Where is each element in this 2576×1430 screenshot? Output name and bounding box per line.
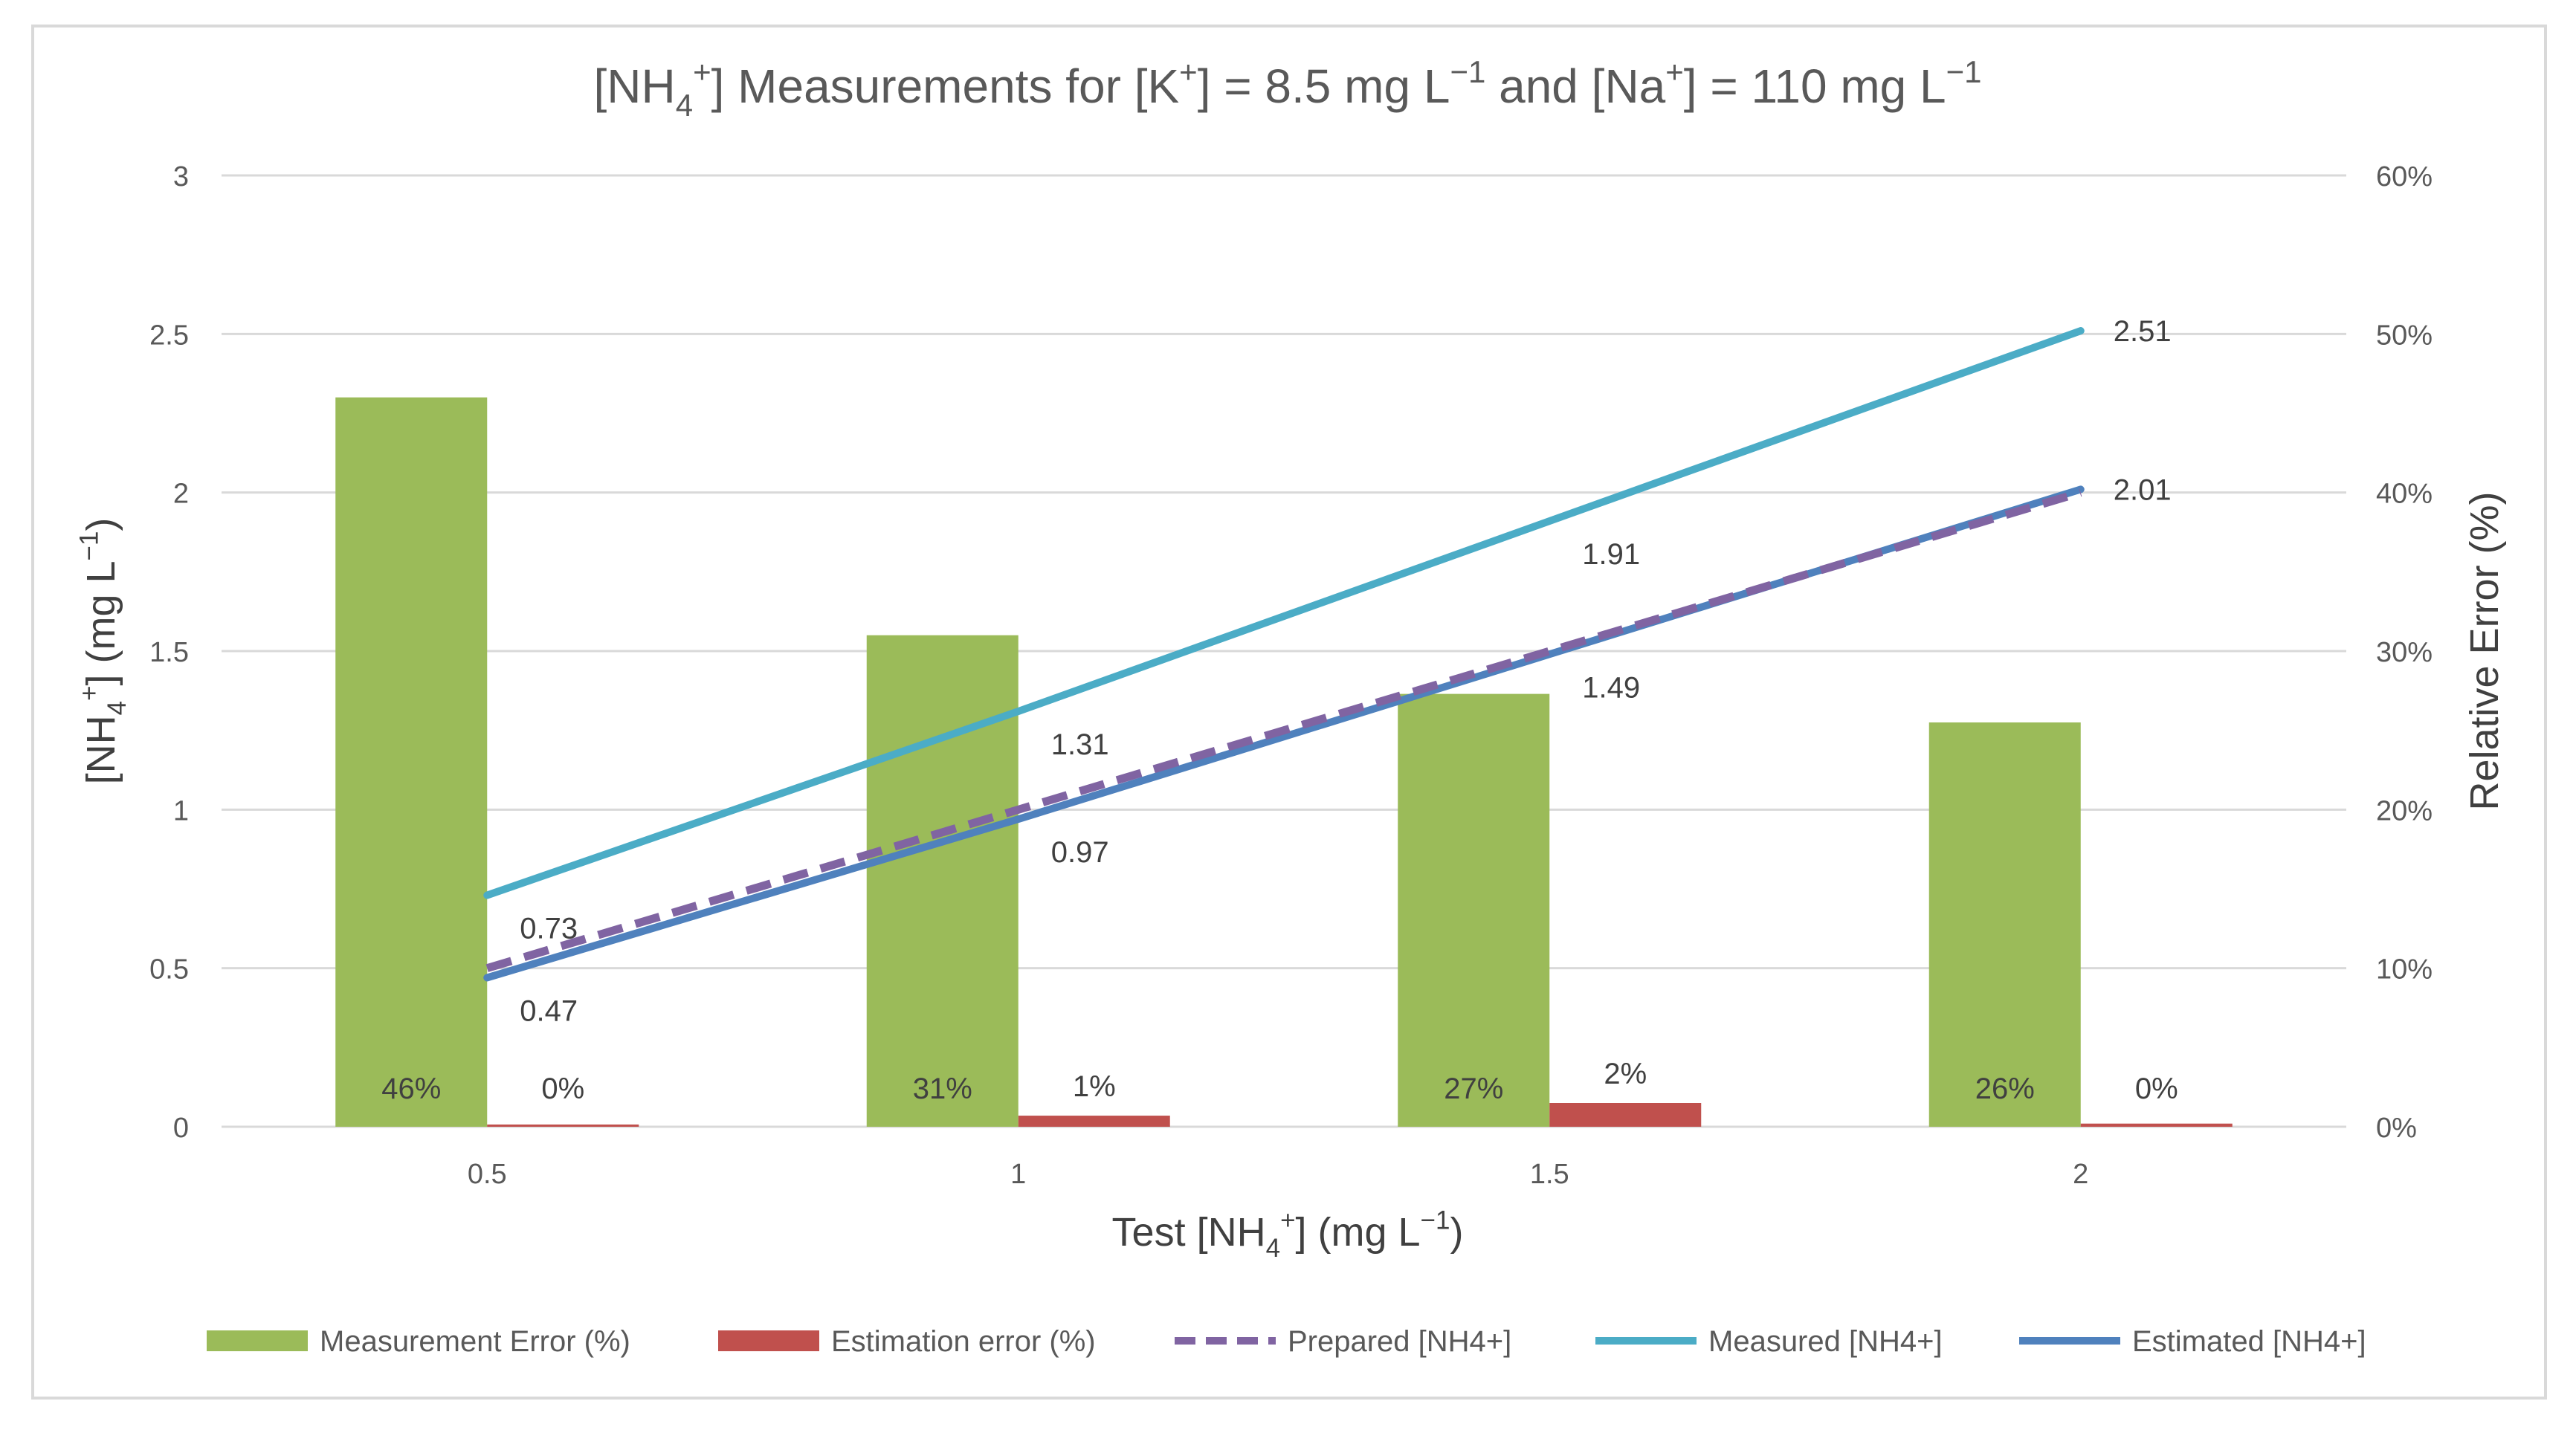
x-axis-title-part: ) bbox=[1450, 1210, 1463, 1255]
measurement-error-bar bbox=[335, 397, 488, 1127]
y2-tick-label: 40% bbox=[2376, 479, 2433, 510]
y2-tick-label: 60% bbox=[2376, 161, 2433, 192]
measurement-error-bar bbox=[1398, 693, 1550, 1127]
y-axis-title-part: [NH bbox=[79, 715, 123, 784]
measured-nh4-data-label: 0.73 bbox=[520, 913, 578, 945]
chart-title-part: −1 bbox=[1946, 54, 1982, 89]
estimated-nh4-data-label: 0.97 bbox=[1051, 836, 1109, 869]
estimated-nh4-line bbox=[483, 485, 2085, 982]
y-axis-title-part: 4 bbox=[103, 701, 132, 715]
estimation-error-bar bbox=[1018, 1116, 1170, 1127]
y-axis-title-part: −1 bbox=[74, 531, 103, 561]
legend-label-0: Measurement Error (%) bbox=[320, 1325, 630, 1358]
estimated-nh4-data-label: 0.47 bbox=[520, 994, 578, 1027]
estimation-error-data-label: 0% bbox=[541, 1072, 584, 1105]
x-axis-title-part: Test [NH bbox=[1112, 1210, 1266, 1255]
y-axis-title-part: + bbox=[74, 686, 103, 701]
estimation-error-data-label: 0% bbox=[2135, 1072, 2178, 1105]
legend-swatch-1 bbox=[718, 1330, 819, 1351]
y-tick-label: 1 bbox=[173, 795, 189, 826]
measured-nh4-line bbox=[483, 327, 2085, 899]
estimation-error-bar bbox=[2080, 1123, 2233, 1127]
y-tick-label: 2.5 bbox=[149, 320, 189, 351]
chart-title-part: −1 bbox=[1450, 54, 1485, 89]
measurement-error-data-label: 31% bbox=[913, 1072, 972, 1105]
measurement-error-bar bbox=[1928, 722, 2081, 1127]
legend-label-2: Prepared [NH4+] bbox=[1288, 1325, 1511, 1358]
y-tick-label: 0 bbox=[173, 1113, 189, 1144]
chart-title-part: [NH bbox=[593, 59, 675, 113]
x-axis-title-part: −1 bbox=[1421, 1206, 1450, 1235]
y2-axis-title: Relative Error (%) bbox=[2462, 491, 2507, 810]
estimated-nh4-data-label: 1.49 bbox=[1582, 671, 1640, 704]
x-tick-label: 0.5 bbox=[468, 1159, 507, 1190]
x-tick-label: 1 bbox=[1010, 1159, 1026, 1190]
measurement-error-data-label: 46% bbox=[381, 1072, 441, 1105]
x-axis-title: Test [NH4+] (mg L−1) bbox=[1112, 1206, 1464, 1263]
measured-nh4-data-label: 1.91 bbox=[1582, 538, 1640, 571]
measured-nh4-data-label: 2.51 bbox=[2114, 315, 2172, 348]
x-tick-label: 2 bbox=[2073, 1159, 2088, 1190]
y-axis-title-part: ] (mg L bbox=[79, 560, 123, 685]
legend-swatch-0 bbox=[207, 1330, 308, 1351]
estimated-nh4-data-label: 2.01 bbox=[2114, 473, 2172, 506]
y2-tick-label: 10% bbox=[2376, 954, 2433, 986]
measurement-error-data-label: 26% bbox=[1975, 1072, 2035, 1105]
y-tick-label: 1.5 bbox=[149, 637, 189, 668]
legend-label-4: Estimated [NH4+] bbox=[2132, 1325, 2366, 1358]
chart-title-part: + bbox=[1179, 54, 1198, 89]
y2-tick-label: 0% bbox=[2376, 1113, 2417, 1144]
x-axis-title-part: ] (mg L bbox=[1296, 1210, 1421, 1255]
y-tick-label: 0.5 bbox=[149, 954, 189, 986]
chart-title: [NH4+] Measurements for [K+] = 8.5 mg L−… bbox=[593, 54, 1981, 123]
x-axis-title-part: + bbox=[1280, 1206, 1295, 1235]
x-tick-label: 1.5 bbox=[1530, 1159, 1569, 1190]
x-axis-title-part: 4 bbox=[1266, 1234, 1280, 1263]
y-axis-title-part: ) bbox=[79, 518, 123, 531]
estimation-error-bar bbox=[1549, 1103, 1702, 1127]
chart-title-part: + bbox=[1665, 54, 1684, 89]
chart-title-part: ] = 8.5 mg L bbox=[1198, 59, 1450, 113]
y-axis-title: [NH4+] (mg L−1) bbox=[74, 518, 132, 785]
legend-label-3: Measured [NH4+] bbox=[1708, 1325, 1943, 1358]
y2-tick-label: 50% bbox=[2376, 320, 2433, 351]
y-tick-label: 3 bbox=[173, 161, 189, 192]
measurement-error-data-label: 27% bbox=[1444, 1072, 1503, 1105]
estimation-error-data-label: 2% bbox=[1604, 1058, 1647, 1090]
estimation-error-data-label: 1% bbox=[1073, 1070, 1116, 1103]
measurement-error-bar bbox=[866, 635, 1019, 1127]
y2-tick-label: 30% bbox=[2376, 637, 2433, 668]
chart-title-part: ] = 110 mg L bbox=[1684, 59, 1946, 113]
y-tick-label: 2 bbox=[173, 479, 189, 510]
measured-nh4-data-label: 1.31 bbox=[1051, 728, 1109, 761]
chart-title-part: and [Na bbox=[1485, 59, 1665, 113]
chart-title-part: ] Measurements for [K bbox=[711, 59, 1180, 113]
estimation-error-bar bbox=[487, 1125, 639, 1127]
chart-title-part: + bbox=[693, 54, 711, 89]
chart-title-part: 4 bbox=[676, 88, 693, 123]
legend-label-1: Estimation error (%) bbox=[831, 1325, 1096, 1358]
y2-tick-label: 20% bbox=[2376, 795, 2433, 826]
prepared-nh4-line bbox=[485, 488, 2082, 972]
